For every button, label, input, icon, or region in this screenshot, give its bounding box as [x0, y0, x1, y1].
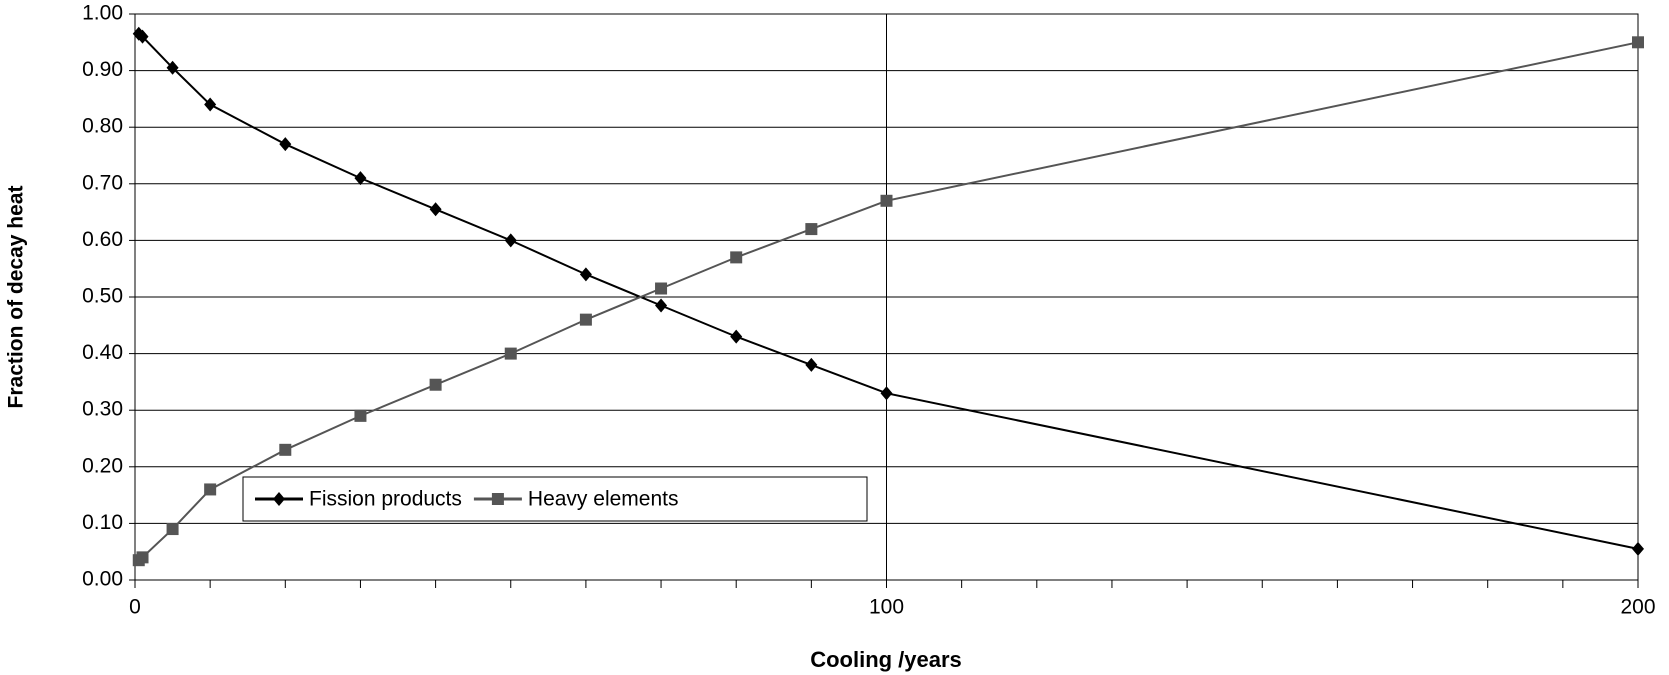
data-point	[579, 267, 592, 282]
plot-frame	[134, 13, 1639, 581]
data-point	[1632, 541, 1644, 556]
y-tick-label: 0.90	[82, 58, 123, 81]
y-tick-label: 0.70	[82, 171, 123, 194]
data-point	[204, 483, 217, 496]
data-point	[279, 443, 292, 456]
legend-box	[242, 476, 868, 522]
data-point	[204, 97, 217, 112]
y-tick-label: 0.60	[82, 228, 123, 251]
data-point	[166, 523, 179, 536]
y-tick-label: 0.20	[82, 454, 123, 477]
data-point	[354, 409, 367, 422]
legend-label: Fission products	[309, 488, 462, 511]
series-line	[138, 41, 1639, 561]
data-point	[730, 329, 743, 344]
y-tick-label: 0.10	[82, 511, 123, 534]
legend-marker	[273, 492, 285, 506]
legend-marker	[491, 493, 504, 505]
data-point	[504, 347, 517, 360]
data-point	[429, 202, 442, 217]
legend-label: Heavy elements	[528, 488, 679, 511]
data-point	[166, 60, 179, 75]
data-point	[655, 282, 668, 295]
data-point	[579, 313, 592, 326]
data-point	[805, 357, 818, 372]
data-point	[880, 386, 893, 401]
data-point	[805, 223, 818, 236]
data-point	[504, 233, 517, 248]
y-tick-label: 0.50	[82, 285, 123, 308]
y-axis-label: Fraction of decay heat	[5, 186, 28, 409]
data-point	[655, 298, 668, 313]
x-tick-label: 200	[1620, 596, 1655, 619]
y-tick-label: 0.00	[82, 568, 123, 591]
data-point	[429, 378, 442, 391]
data-point	[1632, 36, 1644, 49]
y-tick-label: 0.80	[82, 115, 123, 138]
y-tick-label: 0.40	[82, 341, 123, 364]
x-tick-label: 0	[129, 596, 141, 619]
y-tick-label: 0.30	[82, 398, 123, 421]
y-tick-label: 1.00	[82, 2, 123, 25]
data-point	[730, 251, 743, 264]
data-point	[136, 551, 149, 564]
data-point	[279, 137, 292, 152]
data-point	[880, 194, 893, 207]
data-point	[354, 171, 367, 186]
data-point	[136, 29, 149, 44]
series-line	[138, 33, 1639, 550]
x-tick-label: 100	[869, 596, 904, 619]
x-axis-label: Cooling /years	[810, 647, 962, 672]
